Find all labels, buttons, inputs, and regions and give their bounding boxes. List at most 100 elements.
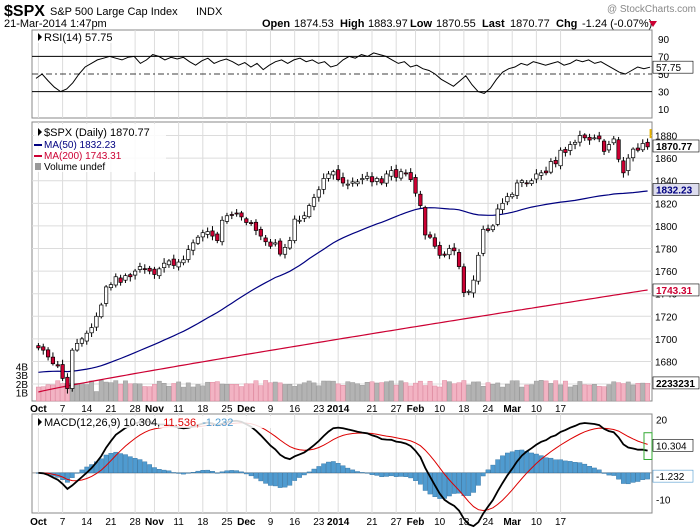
volume-bar <box>214 381 220 402</box>
volume-bar <box>625 381 631 402</box>
watermark: @ StockCharts.com <box>607 4 696 15</box>
candle-body <box>539 172 544 176</box>
volume-bar <box>630 384 636 402</box>
volume-bar <box>301 382 307 402</box>
triangle-icon <box>38 33 42 41</box>
volume-bar <box>504 383 510 402</box>
candle-body <box>79 338 85 344</box>
price-tick-label: 1820 <box>655 199 678 210</box>
volume-tag: 2233231 <box>656 379 695 390</box>
candle-body <box>220 219 225 243</box>
candle-body <box>601 140 607 152</box>
ma50-tag-bg <box>652 183 700 196</box>
chg-value: -1.24 (-0.07%) <box>582 18 652 30</box>
macd-histogram-bar <box>592 467 597 474</box>
macd-histogram-bar <box>69 472 75 478</box>
price-x-label: 21 <box>366 404 378 415</box>
candle-body <box>123 275 128 281</box>
last-label: Last <box>482 18 505 30</box>
candle-body <box>640 143 645 151</box>
volume-bar <box>500 386 505 402</box>
price-tick-label: 1760 <box>655 267 678 278</box>
candle-body <box>423 207 428 236</box>
macd-histogram-bar <box>316 466 322 474</box>
candle-body <box>65 376 70 389</box>
rsi-tick-label: 30 <box>658 88 670 99</box>
price-x-label: Feb <box>407 404 425 415</box>
candle-body <box>104 286 109 304</box>
price-x-label: 24 <box>482 404 494 415</box>
candle-body <box>568 144 573 151</box>
legend-price: $SPX (Daily) 1870.77 <box>44 127 150 139</box>
volume-bar <box>456 382 462 402</box>
macd-histogram-bar <box>635 472 641 482</box>
volume-bar <box>171 383 177 402</box>
candle-body <box>45 349 51 358</box>
volume-bar <box>582 384 588 402</box>
macd-x-label: 14 <box>81 517 93 528</box>
macd-x-label: Feb <box>407 517 425 528</box>
low-value: 1870.55 <box>436 18 476 30</box>
volume-bar <box>84 384 90 402</box>
candle-body <box>452 247 457 252</box>
macd-histogram-bar <box>563 460 568 474</box>
volume-bar <box>606 384 612 402</box>
candle-body <box>519 180 524 183</box>
volume-bar <box>538 380 544 402</box>
macd-histogram-bar <box>596 469 602 474</box>
volume-tick-label: 1B <box>16 388 29 399</box>
last-bar-marker <box>649 129 652 139</box>
macd-x-label: 21 <box>366 517 378 528</box>
candle-body <box>384 173 389 184</box>
macd-histogram-bar <box>388 472 394 477</box>
price-x-label: 7 <box>60 404 66 415</box>
macd-histogram-bar <box>543 457 549 474</box>
macd-x-label: Dec <box>237 517 256 528</box>
price-x-label: Oct <box>30 404 47 415</box>
volume-bar <box>127 383 133 402</box>
macd-histogram-bar <box>118 453 123 474</box>
price-x-label: 28 <box>130 404 142 415</box>
volume-bar <box>243 383 249 402</box>
macd-histogram-bar <box>374 472 380 476</box>
price-x-label: Nov <box>145 404 164 415</box>
macd-hist-tag-bg <box>652 469 694 483</box>
macd-histogram-bar <box>369 472 375 475</box>
volume-bar <box>35 386 41 402</box>
price-x-label: 9 <box>268 404 274 415</box>
candle-body <box>447 248 452 256</box>
volume-bar <box>529 384 534 402</box>
macd-hist-tag: -1.232 <box>656 472 685 483</box>
volume-bar <box>427 380 433 402</box>
volume-bar <box>553 380 559 402</box>
volume-bar <box>393 384 399 402</box>
macd-histogram-bar <box>113 451 119 474</box>
open-label: Open <box>262 18 290 30</box>
macd-histogram-bar <box>403 472 409 477</box>
macd-histogram-bar <box>311 468 317 474</box>
candle-body <box>307 205 312 218</box>
candle-body <box>118 277 123 283</box>
volume-bar <box>132 383 138 402</box>
ma200-line <box>38 289 648 393</box>
candle-body <box>476 254 481 282</box>
volume-bar <box>340 385 346 402</box>
last-price-tag-bg <box>652 139 700 153</box>
macd-x-label: Nov <box>145 517 164 528</box>
macd-histogram-bar <box>132 457 138 474</box>
volume-bar <box>258 385 264 402</box>
macd-x-label: 16 <box>289 517 301 528</box>
candle-body <box>481 228 486 254</box>
macd-histogram-bar <box>553 459 559 474</box>
macd-histogram-bar <box>384 472 389 477</box>
macd-histogram-bar <box>606 472 612 476</box>
macd-histogram-bar <box>427 472 433 495</box>
macd-histogram-bar <box>345 467 351 474</box>
candle-body <box>191 242 196 251</box>
macd-histogram-bar <box>558 459 563 474</box>
macd-histogram-bar <box>587 466 592 474</box>
volume-bar <box>616 382 622 402</box>
candle-body <box>326 173 331 179</box>
candle-body <box>374 178 379 182</box>
